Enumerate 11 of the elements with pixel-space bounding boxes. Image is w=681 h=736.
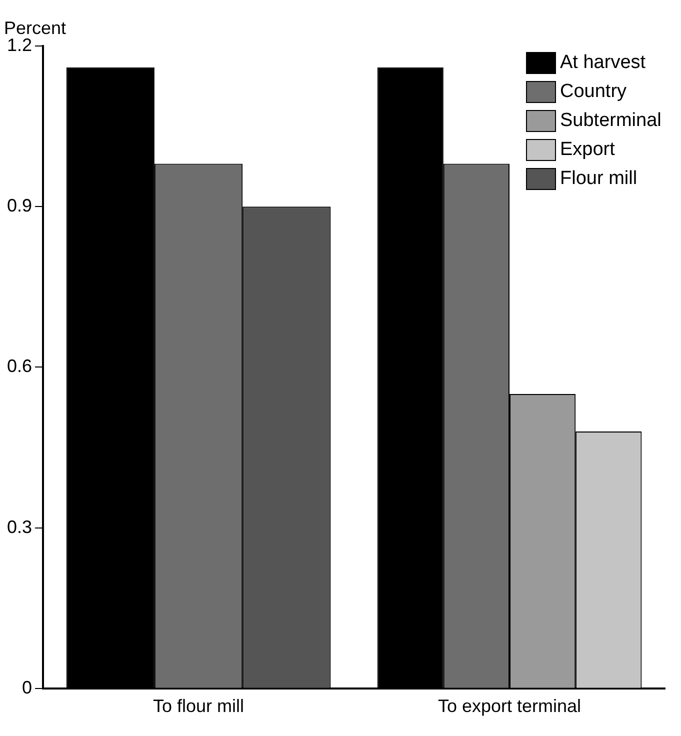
legend-label: At harvest — [560, 52, 646, 74]
legend-label: Subterminal — [560, 110, 662, 132]
y-tick-label: 0.9 — [6, 196, 32, 216]
y-tick-label: 0.3 — [6, 516, 32, 537]
x-tick-label: To flour mill — [153, 696, 244, 716]
legend-label: Flour mill — [560, 168, 638, 190]
y-tick-label: 0 — [22, 677, 32, 698]
legend-label: Export — [560, 138, 615, 160]
y-tick-label: 0.6 — [6, 356, 32, 376]
legend-label: Country — [560, 80, 627, 102]
x-tick-label: To export terminal — [438, 696, 582, 716]
